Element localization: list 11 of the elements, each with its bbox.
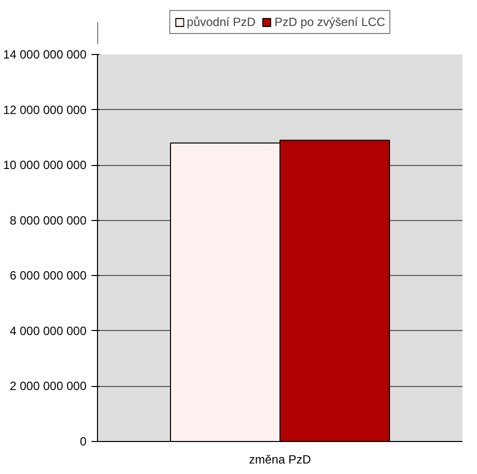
x-tick-label: změna PzD	[248, 452, 312, 466]
legend-label: PzD po zvýšení LCC	[274, 15, 386, 29]
y-tick-label: 10 000 000 000	[3, 158, 87, 172]
y-tick-label: 12 000 000 000	[3, 102, 87, 117]
y-tick-label: 8 000 000 000	[10, 213, 87, 228]
y-tick-label: 6 000 000 000	[10, 268, 87, 283]
y-tick-label: 14 000 000 000	[3, 48, 87, 62]
legend-label: původní PzD	[186, 15, 256, 29]
y-tick-label: 2 000 000 000	[10, 379, 87, 394]
y-tick-label: 4 000 000 000	[10, 324, 87, 338]
y-tick-label: 0	[80, 434, 87, 448]
